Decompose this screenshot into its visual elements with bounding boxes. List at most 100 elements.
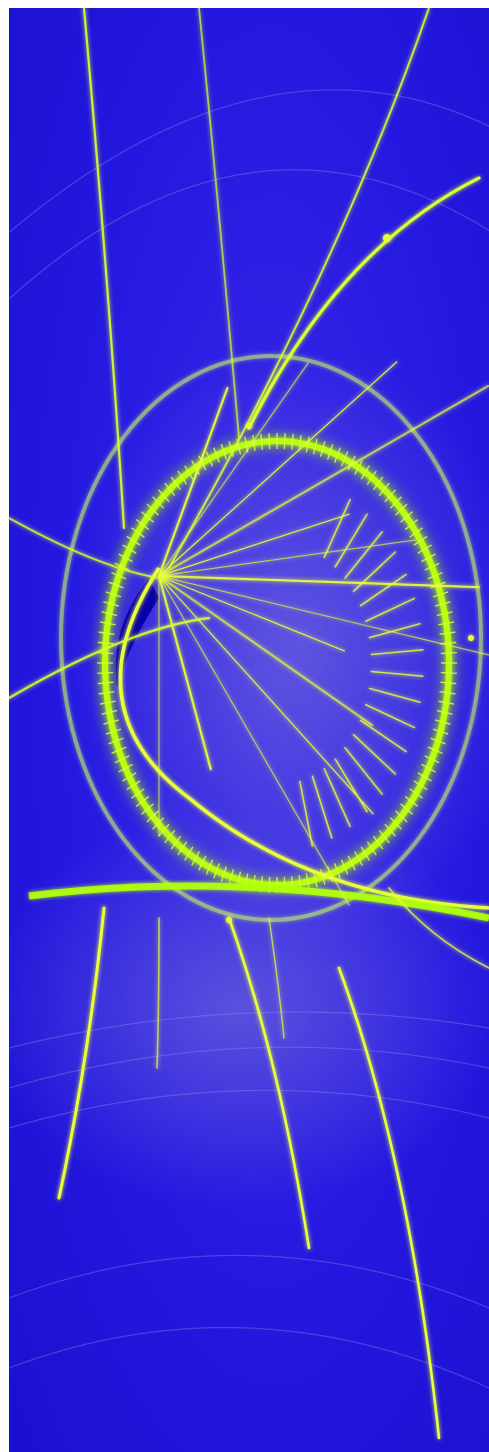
sweep-arc [118, 567, 489, 910]
ring-tick [421, 763, 436, 773]
ring-tick [130, 788, 145, 799]
ring-tick [118, 553, 133, 563]
ring-tick [98, 691, 115, 695]
streak [158, 513, 350, 577]
inner-dash [344, 531, 383, 579]
inner-dash [359, 719, 407, 753]
inner-dash [299, 780, 314, 847]
ring-tick [184, 465, 194, 480]
ring-tick [170, 476, 182, 491]
ring-tick [98, 631, 115, 635]
ring-tick [213, 447, 221, 463]
ring-tick [135, 519, 150, 531]
streak [157, 384, 489, 578]
ring-tick [170, 835, 182, 850]
ring-tick [312, 438, 318, 455]
streak [157, 574, 374, 727]
ring-tick [404, 795, 419, 807]
ring-tick [198, 855, 207, 871]
streak [158, 361, 398, 577]
inner-dash [370, 670, 424, 677]
ring-tick [228, 441, 235, 457]
ring-tick [438, 621, 455, 626]
ring-tick [354, 460, 363, 475]
ring-tick [126, 535, 141, 546]
ring-tick [99, 700, 116, 705]
ring-tick [389, 496, 402, 509]
ring-tick [122, 772, 137, 782]
ring-tick [409, 527, 424, 538]
ring-tick [366, 841, 377, 856]
fractal-swirl-image [9, 8, 489, 1452]
ring-tick [177, 470, 188, 485]
ring-tick [97, 641, 114, 645]
ring-tick [400, 511, 414, 523]
inner-dash [311, 775, 333, 839]
ring-tick [213, 863, 221, 879]
ring-tick [164, 482, 176, 497]
ring-tick [333, 447, 341, 463]
ring-tick [427, 571, 443, 580]
ring-tick [366, 470, 377, 485]
inner-dash [323, 767, 351, 828]
ring-tick [384, 489, 396, 503]
ring-tick [252, 434, 256, 452]
inner-dash [334, 758, 368, 813]
streak [158, 575, 489, 656]
inner-dash [368, 622, 421, 639]
ring-tick [413, 780, 428, 791]
ring-tick [268, 433, 271, 450]
ring-tick [340, 859, 349, 875]
ring-tick [126, 780, 141, 791]
ring-tick [140, 511, 154, 523]
ring-tick [424, 562, 440, 571]
ring-tick [333, 863, 341, 879]
ring-tick [103, 719, 120, 725]
ring-tick [111, 571, 127, 580]
inner-dash [370, 649, 424, 656]
ring-tick [105, 728, 122, 735]
ring-tick [164, 829, 176, 844]
ring-tick [404, 519, 419, 531]
ring-tick [438, 700, 455, 705]
ring-tick [114, 562, 130, 571]
ring-tick [220, 866, 227, 882]
ring-tick [130, 527, 145, 538]
ring-tick [417, 544, 432, 554]
ring-tick [439, 691, 456, 695]
ring-tick [319, 441, 326, 457]
ring-tick [97, 651, 114, 655]
ring-tick [439, 631, 456, 635]
faint-arcs [9, 89, 489, 1389]
ring-tick [347, 455, 356, 471]
ring-tick [146, 503, 159, 516]
ring-tick [184, 846, 194, 861]
ring-tick [118, 763, 133, 773]
ring-ticks [97, 433, 457, 893]
streak [157, 386, 229, 578]
ring-tick [395, 503, 408, 516]
ring-tick [99, 621, 116, 626]
ring-tick [198, 455, 207, 471]
ring-tick [305, 873, 310, 890]
ring-tick [389, 817, 402, 830]
inner-dash [365, 703, 416, 729]
ring-tick [400, 803, 414, 815]
ring-tick [205, 859, 214, 875]
ring-tick [135, 795, 150, 807]
ring-tick [111, 746, 127, 755]
ring-tick [291, 433, 294, 450]
ring-tick [152, 496, 165, 509]
ring-tick [105, 591, 122, 598]
top-curves [9, 8, 481, 700]
ring-tick [191, 460, 200, 475]
radiating-streaks [157, 361, 489, 906]
accent-nodes [226, 234, 474, 923]
ring-tick [122, 544, 137, 554]
ring-tick [432, 591, 449, 598]
ring-tick [417, 772, 432, 782]
ring-tick [260, 433, 263, 450]
ring-tick [158, 489, 170, 503]
streak [157, 574, 212, 771]
ring-tick [283, 433, 286, 450]
